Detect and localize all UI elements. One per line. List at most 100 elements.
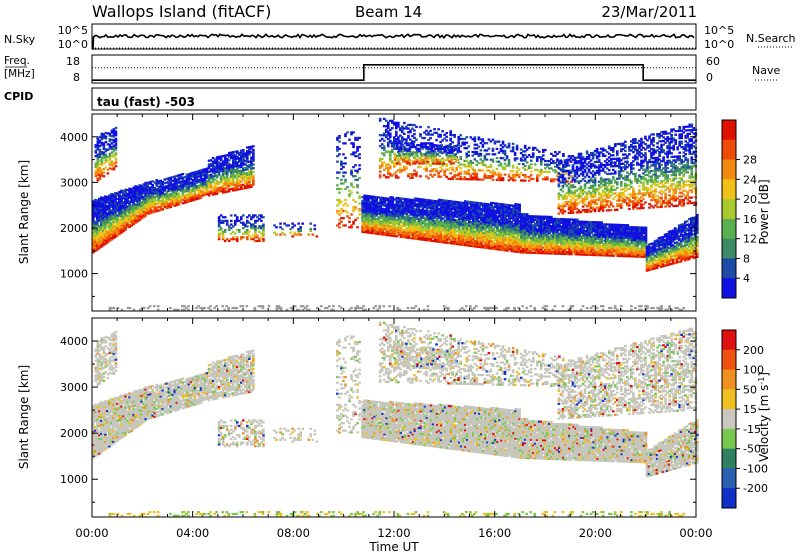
power-cell	[592, 237, 595, 240]
power-cell	[118, 223, 121, 227]
power-cell	[209, 190, 213, 193]
power-cell	[213, 191, 217, 194]
power-cell	[586, 235, 589, 238]
power-cell	[449, 234, 453, 238]
power-cell	[574, 236, 577, 240]
power-cell	[201, 177, 205, 181]
power-cell	[293, 231, 296, 234]
power-cell	[221, 230, 225, 233]
power-cell	[556, 234, 559, 237]
power-cell	[383, 231, 387, 235]
power-cell	[455, 206, 459, 209]
power-cell	[574, 242, 577, 245]
power-cell	[665, 247, 669, 250]
power-cell	[616, 247, 620, 250]
power-cell	[566, 225, 569, 228]
power-cell	[657, 240, 661, 243]
power-cell	[472, 245, 475, 248]
power-cell	[624, 225, 628, 229]
power-cell	[401, 215, 405, 219]
power-cell	[455, 211, 459, 215]
power-cell	[548, 235, 551, 239]
power-cell	[229, 227, 233, 230]
power-cell	[229, 156, 233, 160]
power-cell	[401, 232, 405, 235]
power-cell	[636, 237, 640, 240]
power-cell	[529, 249, 533, 253]
power-cell	[112, 155, 116, 158]
power-cell	[96, 237, 99, 240]
power-cell	[574, 234, 577, 238]
power-cell	[618, 245, 622, 248]
power-cell	[173, 199, 177, 202]
power-cell	[649, 246, 653, 249]
power-cell	[94, 173, 98, 176]
power-cell	[474, 201, 477, 204]
power-cell	[104, 239, 107, 242]
power-cell	[114, 210, 117, 213]
power-cell	[531, 251, 535, 254]
power-cell	[628, 231, 632, 234]
power-cell	[413, 228, 417, 231]
power-cell	[421, 233, 425, 236]
power-cell	[241, 227, 245, 230]
power-cell	[521, 244, 525, 247]
power-cell	[498, 239, 501, 242]
power-cell	[102, 244, 105, 247]
power-cell	[223, 228, 227, 232]
power-cell	[183, 188, 187, 192]
power-cell	[655, 259, 659, 262]
power-cell	[98, 216, 101, 219]
power-cell	[98, 139, 102, 142]
power-cell	[636, 253, 640, 256]
power-cell	[136, 220, 139, 223]
power-cell	[199, 183, 203, 187]
power-cell	[502, 210, 505, 213]
power-cell	[231, 171, 235, 174]
power-cell	[655, 253, 659, 257]
power-cell	[566, 241, 569, 245]
power-cell	[514, 230, 517, 233]
power-cell	[237, 219, 241, 223]
power-cell	[600, 221, 603, 224]
power-cell	[96, 144, 100, 147]
power-cell	[183, 176, 187, 179]
power-cell	[463, 234, 467, 238]
power-cell	[144, 214, 147, 217]
power-cell	[533, 249, 537, 253]
power-cell	[369, 220, 372, 224]
power-cell	[472, 226, 475, 230]
power-cell	[560, 221, 563, 224]
power-cell	[457, 232, 461, 235]
power-cell	[445, 205, 449, 208]
power-cell	[590, 248, 593, 251]
power-cell	[96, 148, 100, 151]
power-cell	[649, 242, 653, 246]
power-cell	[387, 212, 391, 215]
power-cell	[467, 215, 471, 218]
power-cell	[447, 218, 451, 221]
power-cell	[529, 227, 533, 231]
power-cell	[407, 222, 411, 225]
power-cell	[498, 206, 501, 209]
power-cell	[622, 233, 626, 236]
power-cell	[241, 236, 245, 239]
power-cell	[543, 224, 547, 228]
power-cell	[171, 199, 175, 202]
power-cell	[379, 196, 383, 199]
power-cell	[389, 212, 393, 215]
power-cell	[618, 236, 622, 239]
power-cell	[173, 191, 177, 195]
power-cell	[373, 214, 376, 217]
power-cell	[225, 172, 229, 175]
power-cell	[665, 264, 669, 267]
power-cell	[510, 228, 513, 231]
power-cell	[519, 218, 523, 221]
power-cell	[518, 240, 521, 243]
power-cell	[393, 223, 397, 227]
power-cell	[552, 221, 555, 224]
power-cell	[132, 188, 135, 191]
power-cell	[262, 227, 265, 230]
power-cell	[504, 214, 507, 217]
power-cell	[463, 240, 467, 243]
